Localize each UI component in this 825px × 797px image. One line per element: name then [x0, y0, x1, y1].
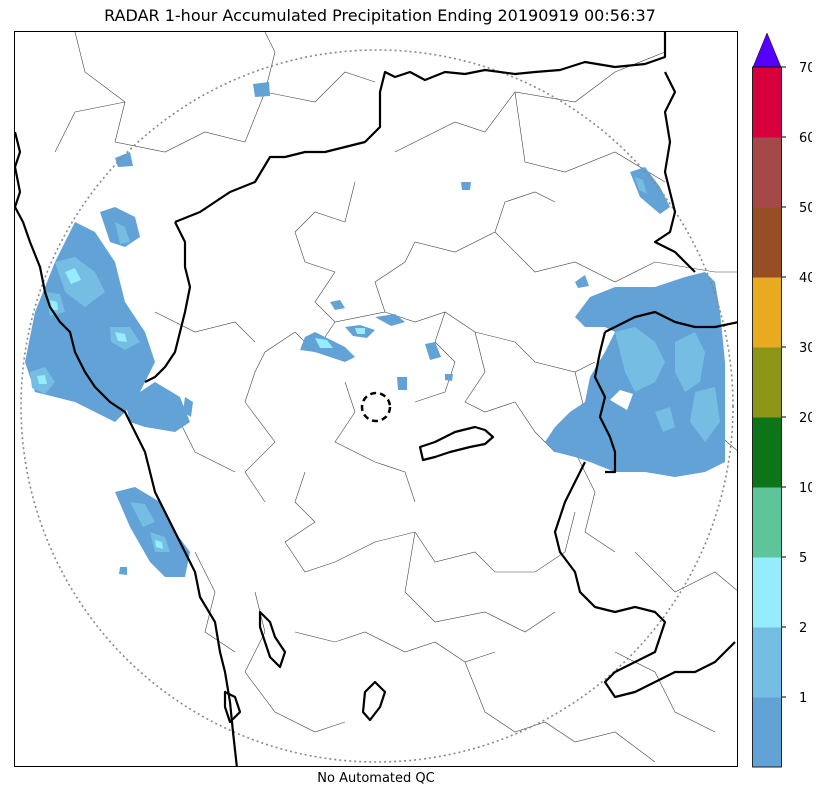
district-boundaries — [54, 32, 737, 763]
colorbar-tick-label: 60 — [799, 131, 812, 146]
colorbar-bin — [752, 207, 782, 278]
colorbar-tick-label: 10 — [799, 481, 812, 496]
colorbar-bin — [752, 277, 782, 348]
qc-footnote: No Automated QC — [317, 771, 435, 786]
precipitation-echoes — [25, 82, 725, 577]
colorbar-bin — [752, 417, 782, 488]
colorbar-bin — [752, 347, 782, 418]
colorbar-extend-arrow — [752, 32, 782, 68]
colorbar-bin — [752, 137, 782, 208]
colorbar-tick-label: 1 — [799, 691, 807, 706]
colorbar-tick-label: 20 — [799, 411, 812, 426]
state-boundaries — [15, 32, 737, 766]
colorbar-tick-label: 50 — [799, 201, 812, 216]
colorbar-tick-label: 2 — [799, 621, 807, 636]
map-canvas — [15, 32, 737, 766]
colorbar-tick-label: 30 — [799, 341, 812, 356]
radar-map[interactable] — [14, 31, 738, 767]
colorbar-bin — [752, 487, 782, 558]
colorbar-tick-label: 5 — [799, 551, 807, 566]
colorbar-tick-label: 40 — [799, 271, 812, 286]
radar-site-marker — [360, 391, 392, 423]
map-title: RADAR 1-hour Accumulated Precipitation E… — [104, 6, 656, 25]
colorbar-bin — [752, 697, 782, 768]
colorbar-bin — [752, 627, 782, 698]
precipitation-colorbar: 1 2 5 10 20 30 40 50 60 70 — [752, 32, 812, 768]
colorbar-bin — [752, 557, 782, 628]
radar-range-ring — [20, 49, 734, 763]
colorbar-outline — [752, 66, 782, 768]
colorbar-tick-label: 70 — [799, 61, 812, 76]
colorbar-bin — [752, 67, 782, 138]
